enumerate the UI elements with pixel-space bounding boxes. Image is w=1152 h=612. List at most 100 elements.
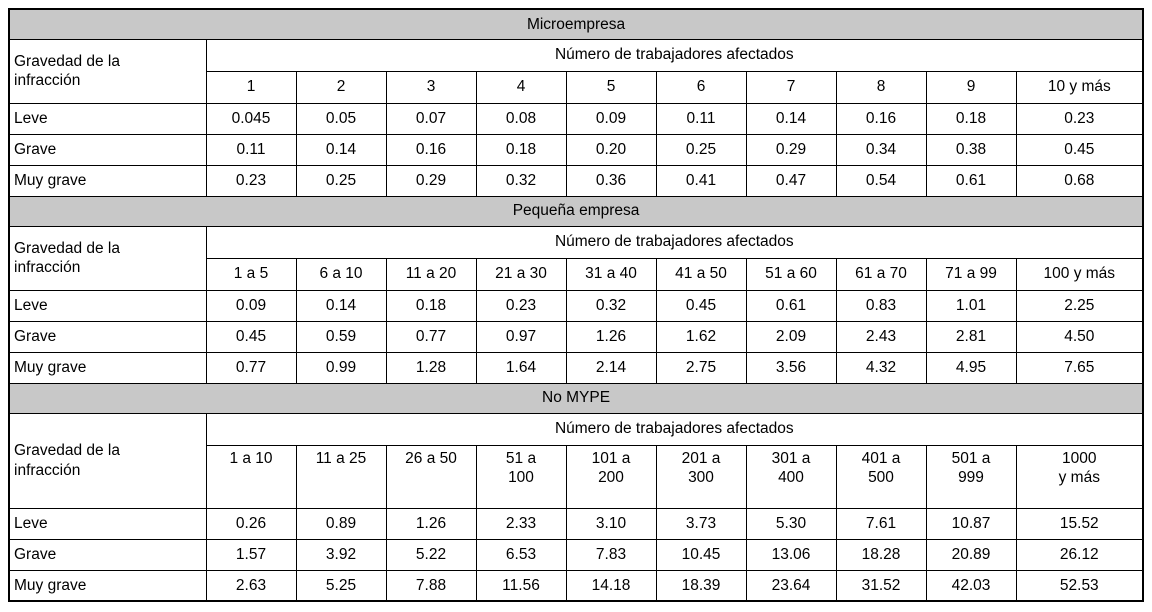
row-label: Muy grave (8, 164, 207, 197)
value-cell: 31.52 (835, 569, 927, 602)
value-cell: 52.53 (1015, 569, 1144, 602)
table-row: 1 2 3 4 5 6 7 8 9 10 y más (9, 70, 1144, 104)
column-header: 2 (295, 70, 387, 104)
value-cell: 2.14 (565, 351, 657, 384)
severity-header-cell: Gravedad de la infracción (8, 412, 207, 509)
table-row: Muy grave 2.63 5.25 7.88 11.56 14.18 18.39 23.6… (8, 569, 1144, 602)
table-row: Grave 1.57 3.92 5.22 6.53 7.83 10.45 13.06 18.28… (8, 538, 1144, 571)
value-cell: 0.89 (295, 507, 387, 540)
table-row: Pequeña empresa (8, 195, 1144, 227)
column-header: 11 a 20 (385, 257, 477, 291)
column-header: 101 a 200 (565, 444, 657, 509)
value-cell: 7.83 (565, 538, 657, 571)
value-cell: 10.87 (925, 507, 1017, 540)
value-cell: 1.01 (925, 289, 1017, 322)
value-cell: 0.45 (1015, 133, 1144, 166)
value-cell: 26.12 (1015, 538, 1144, 571)
value-cell: 0.99 (295, 351, 387, 384)
value-cell: 1.28 (385, 351, 477, 384)
column-header: 4 (475, 70, 567, 104)
value-cell: 1.57 (205, 538, 297, 571)
column-header: 8 (835, 70, 927, 104)
value-cell: 0.23 (475, 289, 567, 322)
value-cell: 0.32 (565, 289, 657, 322)
column-header: 6 a 10 (295, 257, 387, 291)
value-cell: 0.97 (475, 320, 567, 353)
value-cell: 2.33 (475, 507, 567, 540)
workers-affected-header: Número de trabajadores afectados (205, 225, 1144, 259)
column-header: 1 (205, 70, 297, 104)
value-cell: 0.16 (385, 133, 477, 166)
value-cell: 0.20 (565, 133, 657, 166)
row-label: Leve (8, 507, 207, 540)
section-title: Microempresa (8, 8, 1144, 40)
value-cell: 0.07 (385, 102, 477, 135)
column-header: 401 a 500 (835, 444, 927, 509)
value-cell: 7.61 (835, 507, 927, 540)
column-header: 501 a 999 (925, 444, 1017, 509)
table-row: No MYPE (8, 382, 1144, 414)
value-cell: 0.25 (655, 133, 747, 166)
value-cell: 5.30 (745, 507, 837, 540)
column-header: 51 a 100 (475, 444, 567, 509)
column-header: 31 a 40 (565, 257, 657, 291)
value-cell: 0.08 (475, 102, 567, 135)
value-cell: 0.25 (295, 164, 387, 197)
value-cell: 0.59 (295, 320, 387, 353)
column-header: 61 a 70 (835, 257, 927, 291)
value-cell: 0.09 (565, 102, 657, 135)
table-row: Grave 0.45 0.59 0.77 0.97 1.26 1.62 2.09 2.43 2.8… (8, 320, 1144, 353)
value-cell: 0.61 (745, 289, 837, 322)
table-row: Muy grave 0.77 0.99 1.28 1.64 2.14 2.75 3.56 4.3… (8, 351, 1144, 384)
value-cell: 0.045 (205, 102, 297, 135)
column-header: 201 a 300 (655, 444, 747, 509)
value-cell: 0.54 (835, 164, 927, 197)
value-cell: 3.56 (745, 351, 837, 384)
value-cell: 1.62 (655, 320, 747, 353)
fines-table: Microempresa Gravedad de la infracción Núm… (8, 8, 1145, 602)
value-cell: 23.64 (745, 569, 837, 602)
column-header: 3 (385, 70, 477, 104)
value-cell: 0.29 (385, 164, 477, 197)
value-cell: 0.36 (565, 164, 657, 197)
column-header: 301 a 400 (745, 444, 837, 509)
column-header: 11 a 25 (295, 444, 387, 509)
value-cell: 6.53 (475, 538, 567, 571)
column-header: 5 (565, 70, 657, 104)
row-label: Muy grave (8, 569, 207, 602)
value-cell: 0.05 (295, 102, 387, 135)
column-header: 71 a 99 (925, 257, 1017, 291)
value-cell: 11.56 (475, 569, 567, 602)
value-cell: 0.38 (925, 133, 1017, 166)
value-cell: 0.16 (835, 102, 927, 135)
value-cell: 0.18 (925, 102, 1017, 135)
table-row: Gravedad de la infracción Número de traba… (8, 225, 1144, 291)
value-cell: 0.26 (205, 507, 297, 540)
value-cell: 0.77 (205, 351, 297, 384)
value-cell: 18.28 (835, 538, 927, 571)
table-row: Leve 0.045 0.05 0.07 0.08 0.09 0.11 0.14 0.16 0.1… (8, 102, 1144, 135)
value-cell: 0.83 (835, 289, 927, 322)
value-cell: 2.25 (1015, 289, 1144, 322)
column-header: 1 a 5 (205, 257, 297, 291)
value-cell: 0.34 (835, 133, 927, 166)
column-header: 41 a 50 (655, 257, 747, 291)
value-cell: 0.14 (295, 133, 387, 166)
column-header: 21 a 30 (475, 257, 567, 291)
value-cell: 7.65 (1015, 351, 1144, 384)
value-cell: 0.45 (655, 289, 747, 322)
column-header: 26 a 50 (385, 444, 477, 509)
workers-affected-header: Número de trabajadores afectados (205, 412, 1144, 446)
value-cell: 14.18 (565, 569, 657, 602)
value-cell: 4.32 (835, 351, 927, 384)
value-cell: 1.64 (475, 351, 567, 384)
value-cell: 0.68 (1015, 164, 1144, 197)
value-cell: 42.03 (925, 569, 1017, 602)
value-cell: 0.61 (925, 164, 1017, 197)
table-row: Leve 0.26 0.89 1.26 2.33 3.10 3.73 5.30 7.61 10.8… (8, 507, 1144, 540)
value-cell: 5.22 (385, 538, 477, 571)
column-header: 1000 y más (1015, 444, 1144, 509)
value-cell: 0.41 (655, 164, 747, 197)
table-row: Leve 0.09 0.14 0.18 0.23 0.32 0.45 0.61 0.83 1.01… (8, 289, 1144, 322)
row-label: Grave (8, 538, 207, 571)
